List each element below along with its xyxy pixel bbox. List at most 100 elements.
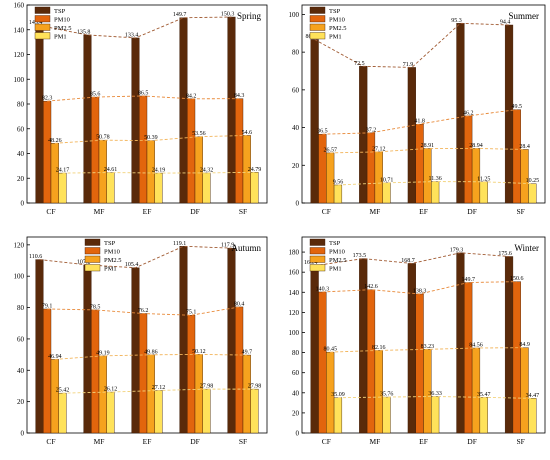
data-label: 117.9 [221, 243, 234, 249]
data-label: 24.79 [248, 167, 262, 173]
trend-line-pm1 [62, 388, 255, 394]
legend-label: TSP [329, 8, 341, 15]
data-label: 150.3 [221, 12, 235, 18]
data-label: 80.45 [323, 347, 337, 353]
data-label: 175.6 [498, 251, 512, 257]
legend-label: PM1 [54, 33, 67, 40]
data-label: 84.3 [234, 93, 245, 99]
y-tick-label: 80 [292, 49, 300, 57]
data-label: 173.5 [353, 253, 367, 259]
data-label: 84.2 [186, 93, 197, 99]
bar-tsp [227, 16, 236, 204]
bar-pm1 [154, 390, 163, 434]
legend-swatch [34, 6, 51, 14]
bar-tsp [83, 264, 92, 434]
x-tick-label: DF [190, 437, 200, 446]
y-tick-label: 0 [21, 430, 25, 438]
y-tick-label: 20 [292, 162, 300, 170]
bar-pm10 [139, 313, 148, 434]
x-tick-label: CF [322, 207, 331, 216]
data-label: 49.5 [512, 104, 523, 110]
chart-title: Autumn [231, 243, 261, 253]
data-label: 11.36 [429, 176, 442, 182]
x-tick-label: SF [517, 207, 525, 216]
bar-pm10 [235, 306, 244, 434]
data-label: 24.32 [200, 167, 214, 173]
bar-tsp [179, 17, 188, 204]
bar-pm10 [318, 291, 327, 434]
bar-pm1 [382, 396, 391, 434]
bar-pm1 [106, 391, 115, 434]
data-label: 150.6 [510, 276, 524, 282]
x-tick-label: MF [369, 437, 380, 446]
trend-line-pm10 [322, 281, 517, 295]
data-label: 49.7 [242, 350, 253, 356]
y-tick-label: 20 [17, 398, 25, 406]
bar-pm1 [431, 181, 440, 204]
legend-swatch [309, 6, 326, 14]
y-tick-label: 60 [17, 335, 25, 343]
legend-swatch [309, 247, 326, 255]
trend-line-pm25 [330, 347, 525, 353]
trend-line-pm10 [47, 306, 240, 316]
legend-label: PM10 [104, 248, 120, 255]
bar-pm10 [366, 132, 376, 204]
bar-pm1 [333, 397, 343, 434]
legend-label: PM1 [329, 265, 342, 272]
legend-label: TSP [104, 240, 116, 247]
data-label: 143.4 [29, 20, 43, 26]
data-label: 27.98 [200, 384, 214, 390]
bar-tsp [179, 246, 188, 434]
trend-line-pm1 [337, 396, 533, 399]
bar-tsp [359, 66, 368, 204]
data-label: 50.12 [192, 349, 206, 355]
data-label: 79.1 [42, 303, 53, 309]
bar-pm1 [154, 172, 163, 204]
data-label: 149.7 [173, 12, 187, 18]
bar-pm10 [187, 98, 196, 204]
bar-pm25 [374, 350, 383, 434]
bar-pm25 [471, 347, 481, 434]
bar-pm1 [479, 181, 488, 204]
bar-tsp [35, 25, 44, 204]
data-label: 179.3 [450, 247, 464, 253]
data-label: 9.56 [333, 179, 344, 185]
legend-swatch [84, 247, 101, 255]
x-tick-label: MF [369, 207, 380, 216]
data-label: 50.78 [96, 135, 110, 141]
bar-pm1 [58, 172, 67, 204]
data-label: 36.5 [317, 129, 328, 135]
legend-swatch [309, 255, 326, 263]
y-tick-label: 140 [289, 289, 300, 297]
bar-pm25 [194, 354, 203, 434]
bar-pm10 [318, 133, 327, 204]
bar-pm1 [58, 392, 67, 434]
data-label: 41.8 [414, 119, 425, 125]
data-label: 94.4 [500, 19, 511, 25]
y-tick-label: 160 [289, 269, 300, 277]
data-label: 142.6 [364, 284, 378, 290]
bar-tsp [504, 24, 514, 204]
legend-label: PM1 [329, 33, 342, 40]
y-tick-label: 0 [296, 430, 300, 438]
y-tick-label: 20 [292, 409, 300, 417]
data-label: 84.9 [519, 342, 530, 348]
bar-pm10 [91, 309, 100, 434]
x-tick-label: CF [46, 437, 55, 446]
bar-pm25 [242, 354, 251, 434]
bar-pm10 [415, 293, 424, 434]
bar-pm10 [464, 115, 473, 204]
data-label: 105.4 [125, 262, 139, 268]
data-label: 119.1 [173, 241, 186, 247]
data-label: 46.94 [48, 354, 62, 360]
data-label: 11.25 [477, 176, 490, 182]
legend-label: PM10 [329, 16, 345, 23]
chart-panel-spring: 0 20 40 60 80 100 120 140 160 CF MF EF DF SF 143.4 135.… [14, 2, 268, 216]
data-label: 86.5 [138, 90, 149, 96]
y-tick-label: 40 [17, 367, 25, 375]
bar-pm10 [512, 109, 521, 204]
data-label: 25.42 [56, 388, 70, 394]
